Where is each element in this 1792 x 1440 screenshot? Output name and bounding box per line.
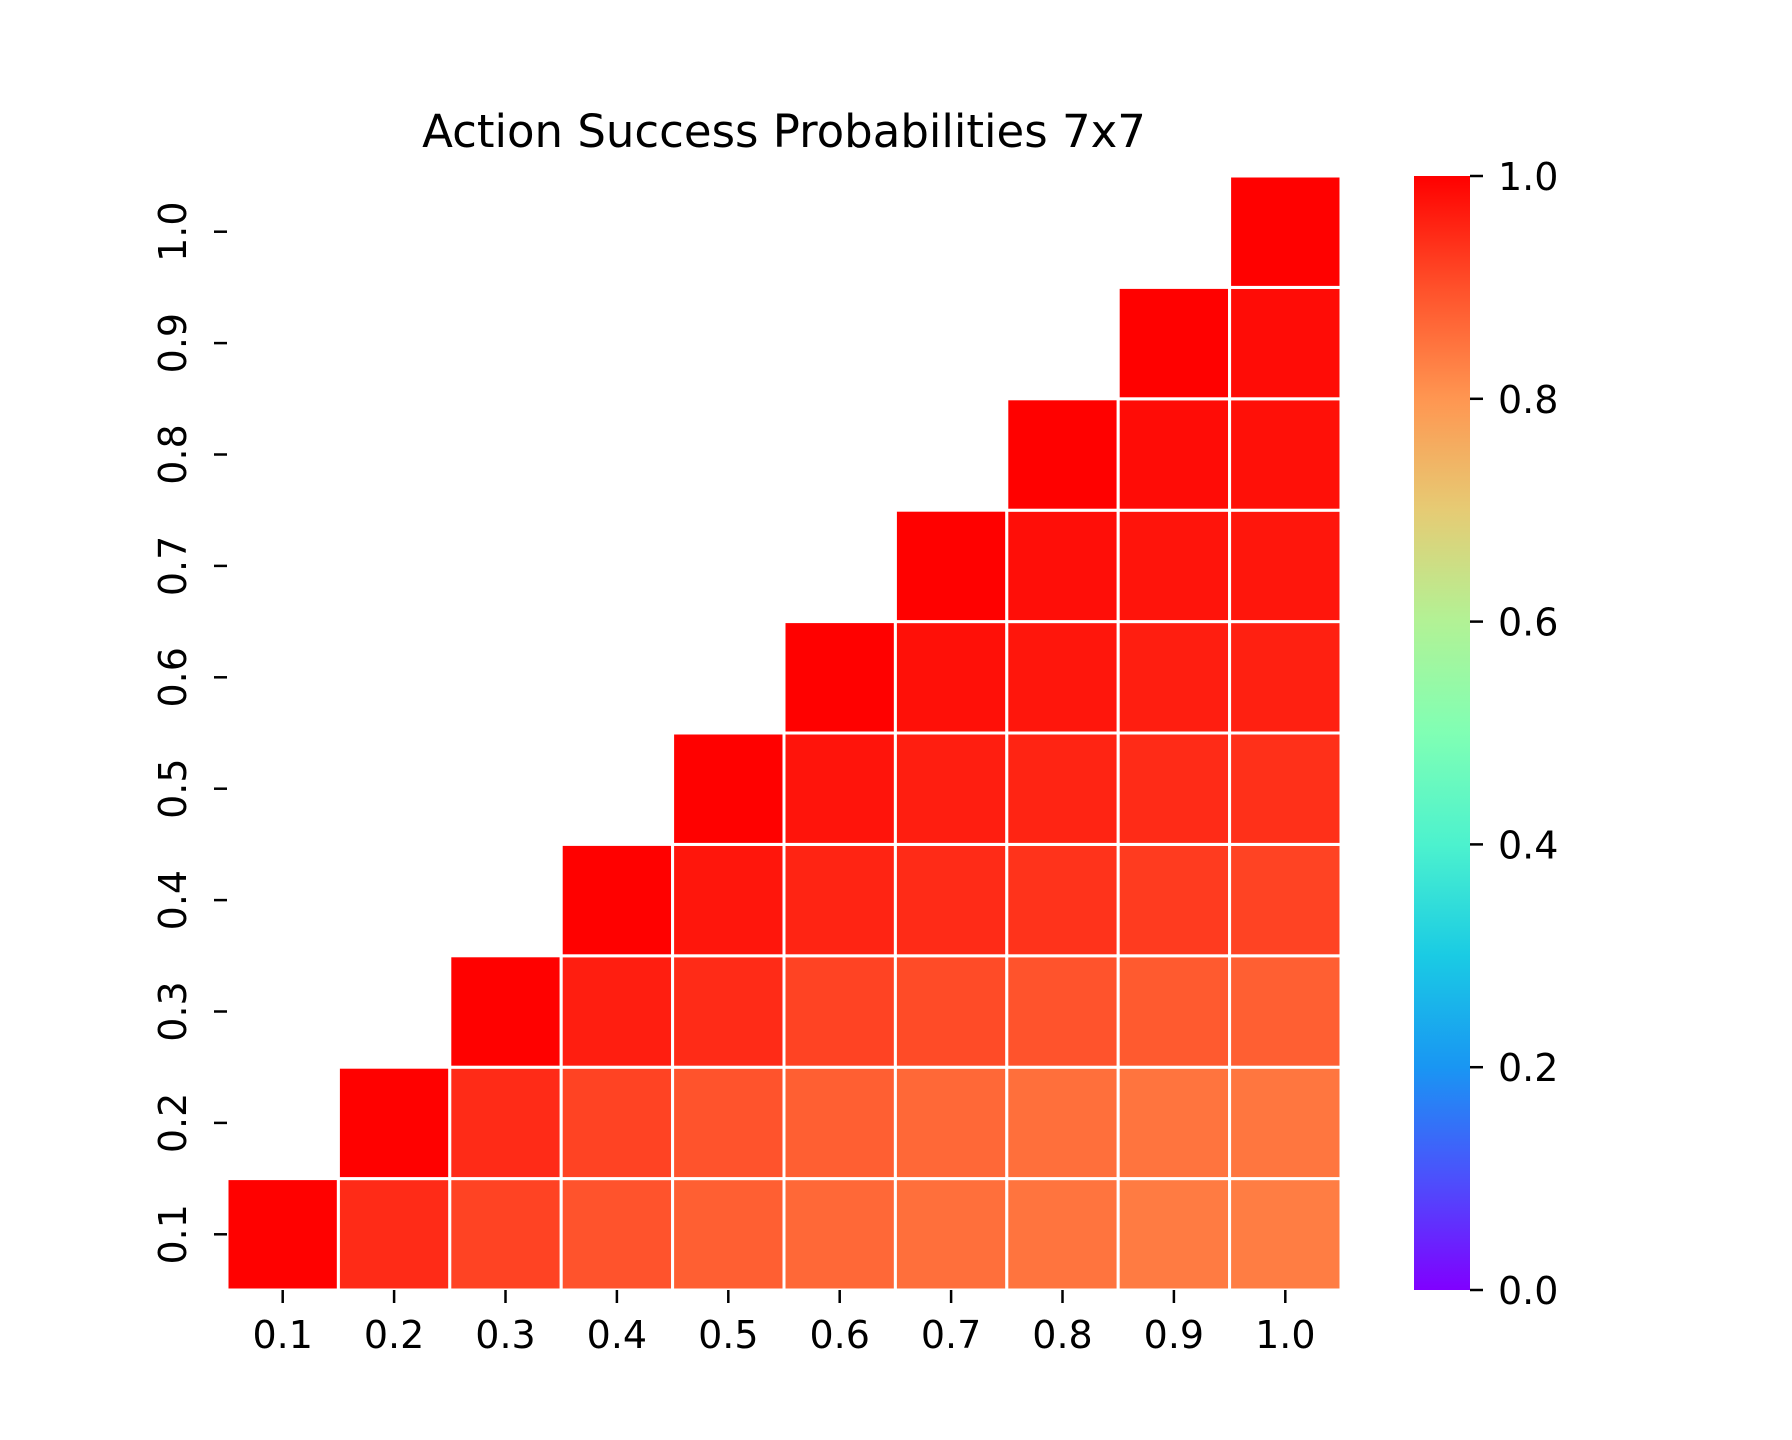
x-tick-label: 0.4 — [587, 1313, 647, 1357]
colorbar-tick-label: 0.2 — [1498, 1046, 1558, 1090]
heatmap-cell — [559, 1177, 675, 1292]
x-tick-label: 0.5 — [698, 1313, 758, 1357]
y-tick-label: 0.2 — [151, 1093, 195, 1153]
colorbar-tick-label: 0.0 — [1498, 1269, 1558, 1313]
heatmap-cell — [782, 620, 897, 735]
heatmap-cell — [1228, 508, 1343, 624]
heatmap-cell — [1228, 285, 1343, 401]
colorbar-tick-label: 0.6 — [1498, 601, 1558, 645]
colorbar-axis: 0.0 0.2 0.4 0.6 0.8 1.0 — [1470, 155, 1558, 1313]
heatmap-cell — [671, 1065, 786, 1181]
y-tick-label: 0.1 — [151, 1204, 195, 1264]
heatmap-cell — [1116, 508, 1232, 624]
x-tick-label: 0.7 — [921, 1313, 981, 1357]
heatmap-cell — [336, 1177, 452, 1292]
heatmap-cell — [1116, 1177, 1232, 1292]
heatmap-cell — [1005, 731, 1120, 846]
heatmap-cell — [225, 1177, 340, 1292]
heatmap-cell — [448, 1177, 563, 1292]
y-tick-label: 0.6 — [151, 647, 195, 707]
heatmap-cell — [1116, 731, 1232, 846]
heatmap-cell — [1005, 1177, 1120, 1292]
heatmap-cell — [1116, 285, 1232, 401]
y-tick-label: 0.9 — [151, 313, 195, 373]
heatmap-cell — [893, 731, 1009, 846]
heatmap-cell — [1116, 954, 1232, 1069]
heatmap-cell — [893, 954, 1009, 1069]
heatmap-cell — [448, 954, 563, 1069]
colorbar-tick-label: 1.0 — [1498, 155, 1558, 199]
heatmap-cell — [559, 842, 675, 958]
x-tick-label: 0.8 — [1032, 1313, 1092, 1357]
heatmap-cell — [671, 842, 786, 958]
heatmap-cell — [1228, 1177, 1343, 1292]
heatmap-cell — [893, 1177, 1009, 1292]
heatmap-cell — [1005, 1065, 1120, 1181]
heatmap-cell — [671, 731, 786, 846]
y-axis: 0.1 0.2 0.3 0.4 0.5 0.6 0.7 0.8 0.9 1.0 — [151, 201, 227, 1265]
heatmap-cell — [893, 842, 1009, 958]
heatmap-cell — [1228, 1065, 1343, 1181]
heatmap-cell — [671, 954, 786, 1069]
y-tick-label: 0.7 — [151, 536, 195, 596]
heatmap-cell — [782, 731, 897, 846]
heatmap-cell — [782, 1177, 897, 1292]
heatmap-cell — [671, 1177, 786, 1292]
heatmap-cell — [893, 620, 1009, 735]
x-tick-label: 0.2 — [364, 1313, 424, 1357]
heatmap-cell — [782, 954, 897, 1069]
heatmap-cell — [1005, 508, 1120, 624]
heatmap-cell — [1005, 842, 1120, 958]
heatmap-cell — [1228, 174, 1343, 289]
heatmap-cell — [1005, 954, 1120, 1069]
heatmap-cell — [782, 1065, 897, 1181]
heatmap-cell — [1116, 397, 1232, 512]
heatmap-cell — [1228, 731, 1343, 846]
x-tick-label: 0.9 — [1144, 1313, 1204, 1357]
heatmap-cell — [336, 1065, 452, 1181]
heatmap-cell — [782, 842, 897, 958]
heatmap-cell — [1116, 1065, 1232, 1181]
heatmap-cell — [559, 1065, 675, 1181]
colorbar-tick-label: 0.4 — [1498, 823, 1558, 867]
heatmap-cells — [225, 174, 1343, 1292]
y-tick-label: 0.3 — [151, 981, 195, 1041]
heatmap-cell — [448, 1065, 563, 1181]
heatmap-cell — [1005, 397, 1120, 512]
y-tick-label: 1.0 — [151, 201, 195, 261]
y-tick-label: 0.5 — [151, 758, 195, 818]
y-tick-label: 0.8 — [151, 424, 195, 484]
heatmap-cell — [893, 508, 1009, 624]
heatmap-cell — [893, 1065, 1009, 1181]
heatmap-cell — [1228, 397, 1343, 512]
heatmap-cell — [1228, 842, 1343, 958]
colorbar — [1414, 176, 1470, 1290]
heatmap-cell — [1228, 620, 1343, 735]
heatmap-cell — [1228, 954, 1343, 1069]
y-tick-label: 0.4 — [151, 870, 195, 930]
heatmap-cell — [1116, 620, 1232, 735]
x-tick-label: 0.6 — [809, 1313, 869, 1357]
x-tick-label: 0.3 — [475, 1313, 535, 1357]
heatmap-cell — [1116, 842, 1232, 958]
chart-title: Action Success Probabilities 7x7 — [422, 105, 1146, 158]
x-tick-label: 0.1 — [252, 1313, 312, 1357]
x-axis: 0.1 0.2 0.3 0.4 0.5 0.6 0.7 0.8 0.9 1.0 — [252, 1290, 1316, 1357]
heatmap-cell — [1005, 620, 1120, 735]
colorbar-tick-label: 0.8 — [1498, 378, 1558, 422]
x-tick-label: 1.0 — [1255, 1313, 1315, 1357]
heatmap-cell — [559, 954, 675, 1069]
